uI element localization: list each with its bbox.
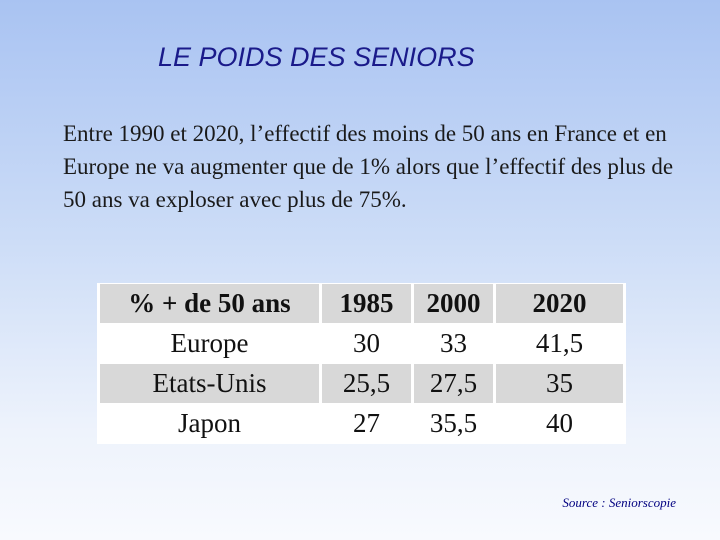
table-cell: 41,5 xyxy=(493,323,626,364)
row-label: Japon xyxy=(97,403,322,444)
header-label: % + de 50 ans xyxy=(97,283,322,324)
header-year-2020: 2020 xyxy=(493,283,626,324)
table-row: Etats-Unis 25,5 27,5 35 xyxy=(97,363,626,404)
source-note: Source : Seniorscopie xyxy=(562,495,676,510)
header-year-2000: 2000 xyxy=(411,283,496,324)
table-cell: 27,5 xyxy=(411,363,496,404)
table-cell: 25,5 xyxy=(319,363,414,404)
intro-paragraph: Entre 1990 et 2020, l’effectif des moins… xyxy=(63,121,674,212)
table-row: Japon 27 35,5 40 xyxy=(97,403,626,444)
row-label: Europe xyxy=(97,323,322,364)
table-row: Europe 30 33 41,5 xyxy=(97,323,626,364)
header-year-1985: 1985 xyxy=(319,283,414,324)
table-cell: 30 xyxy=(319,323,414,364)
table-cell: 27 xyxy=(319,403,414,444)
table-header-row: % + de 50 ans 1985 2000 2020 xyxy=(97,283,626,324)
row-label: Etats-Unis xyxy=(97,363,322,404)
table-cell: 33 xyxy=(411,323,496,364)
seniors-table: % + de 50 ans 1985 2000 2020 Europe 30 3… xyxy=(97,283,626,444)
table-cell: 35,5 xyxy=(411,403,496,444)
table-cell: 35 xyxy=(493,363,626,404)
page-title: LE POIDS DES SENIORS xyxy=(158,42,475,72)
table-cell: 40 xyxy=(493,403,626,444)
